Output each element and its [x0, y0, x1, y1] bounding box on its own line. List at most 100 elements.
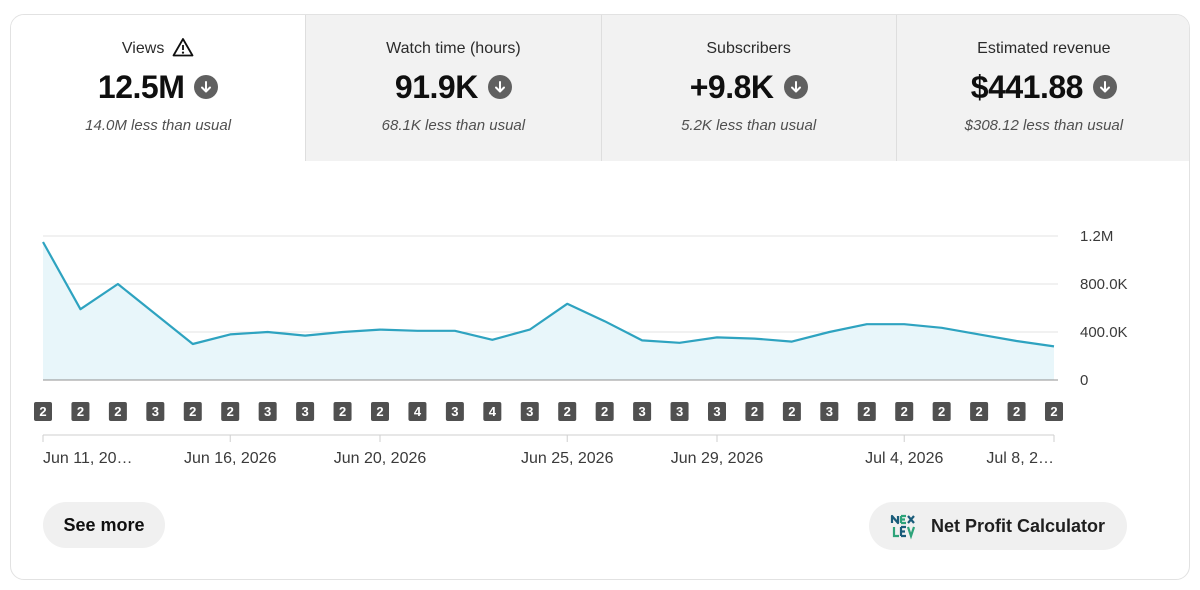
marker-label: 2 [788, 404, 795, 419]
marker-label: 3 [676, 404, 683, 419]
marker-badge [782, 402, 801, 421]
marker-badge [371, 402, 389, 421]
chart-svg: 1.2M 800.0K 400.0K 0 2 2 2 3 2 2 3 3 2 2 4 3 4 3 2 2 3 3 3 2 2 3 2… [34, 228, 1128, 467]
marker-badge [483, 402, 502, 421]
marker-label: 3 [638, 404, 645, 419]
marker-label: 2 [564, 404, 571, 419]
analytics-card: Views 12.5M 14.0M less than usual Watch … [10, 14, 1190, 580]
marker-badge [520, 402, 539, 421]
tab-watch-time[interactable]: Watch time (hours) 91.9K 68.1K less than… [305, 15, 601, 161]
metric-comparison: 14.0M less than usual [85, 117, 232, 134]
marker-badge [258, 402, 277, 421]
metric-label-wrapper: Subscribers [602, 39, 896, 59]
x-tick-label: Jul 4, 2026 [865, 450, 943, 467]
metric-label: Views [121, 40, 165, 57]
arrow-down-circle-icon [487, 75, 512, 99]
x-tick-label: Jun 20, 2026 [334, 450, 427, 467]
marker-label: 3 [301, 404, 308, 419]
tab-estimated-revenue[interactable]: Estimated revenue $441.88 $308.12 less t… [895, 15, 1189, 161]
x-tick-label: Jul 8, 2… [986, 450, 1054, 467]
metric-label: Watch time (hours) [386, 40, 521, 57]
marker-label: 2 [1013, 404, 1020, 419]
arrow-down-circle-icon [783, 75, 808, 99]
metric-label-wrapper: Estimated revenue [897, 39, 1189, 59]
net-profit-calculator-label: Net Profit Calculator [931, 515, 1106, 536]
marker-badge [970, 402, 989, 421]
series-area [43, 242, 1054, 380]
marker-badge [183, 402, 202, 421]
metric-comparison: 68.1K less than usual [381, 117, 526, 134]
marker-label: 2 [189, 404, 196, 419]
metric-value-row: $441.88 [897, 67, 1189, 107]
marker-label: 3 [152, 404, 159, 419]
tab-views[interactable]: Views 12.5M 14.0M less than usual [11, 15, 306, 161]
marker-badge [333, 402, 352, 421]
marker-label: 2 [1050, 404, 1057, 419]
marker-label: 2 [601, 404, 608, 419]
metric-label-wrapper: Views [11, 37, 305, 62]
x-tick-label: Jun 25, 2026 [521, 450, 614, 467]
marker-label: 4 [489, 404, 497, 419]
see-more-button[interactable]: See more [43, 502, 165, 548]
marker-badge [71, 402, 90, 421]
metric-value: 91.9K [394, 68, 478, 105]
marker-badge [34, 402, 52, 421]
marker-badge [857, 402, 876, 421]
metric-value-row: 91.9K [306, 67, 600, 107]
marker-label: 3 [264, 404, 271, 419]
tab-subscribers[interactable]: Subscribers +9.8K 5.2K less than usual [600, 15, 896, 161]
series-line [42, 241, 1055, 348]
x-tick-label: Jun 16, 2026 [184, 450, 277, 467]
y-tick-label: 1.2M [1080, 228, 1113, 245]
marker-label: 2 [114, 404, 121, 419]
marker-badge [820, 402, 839, 421]
y-tick-label: 0 [1080, 372, 1088, 389]
warning-triangle-icon [172, 37, 194, 62]
marker-badge [932, 402, 951, 421]
marker-label: 2 [975, 404, 982, 419]
marker-badge [1007, 402, 1026, 421]
marker-label: 3 [826, 404, 833, 419]
marker-label: 2 [863, 404, 870, 419]
metric-label-wrapper: Watch time (hours) [306, 39, 600, 59]
marker-badge [708, 402, 726, 421]
nexlev-logo-icon [889, 511, 919, 541]
marker-badge [221, 402, 240, 421]
metric-value-row: +9.8K [602, 67, 896, 107]
marker-badge [745, 402, 764, 421]
marker-label: 2 [376, 404, 383, 419]
marker-label: 2 [39, 404, 46, 419]
marker-badge [1045, 402, 1063, 421]
marker-badge [146, 402, 165, 421]
metric-comparison: $308.12 less than usual [964, 117, 1124, 134]
y-tick-label: 400.0K [1080, 324, 1128, 341]
metric-label: Subscribers [706, 40, 791, 57]
marker-label: 2 [751, 404, 758, 419]
x-tick-label: Jun 29, 2026 [671, 450, 764, 467]
metric-value: +9.8K [689, 68, 774, 105]
marker-label: 2 [339, 404, 346, 419]
marker-badge [108, 402, 127, 421]
marker-badge [296, 402, 315, 421]
marker-label: 4 [414, 404, 422, 419]
marker-label: 2 [938, 404, 945, 419]
marker-label: 3 [526, 404, 533, 419]
net-profit-calculator-button[interactable]: Net Profit Calculator [869, 502, 1127, 550]
x-tick-label: Jun 11, 20… [43, 450, 133, 467]
marker-label: 2 [77, 404, 84, 419]
marker-label: 3 [713, 404, 720, 419]
marker-badge [408, 402, 427, 421]
marker-badge [558, 402, 577, 421]
y-tick-label: 800.0K [1080, 276, 1128, 293]
marker-badge [895, 402, 914, 421]
metric-label: Estimated revenue [977, 40, 1111, 57]
views-chart[interactable]: 1.2M 800.0K 400.0K 0 2 2 2 3 2 2 3 3 2 2 4 3 4 3 2 2 3 3 3 2 2 3 2… [11, 205, 1189, 475]
metric-tabs: Views 12.5M 14.0M less than usual Watch … [11, 15, 1189, 161]
marker-badge [595, 402, 614, 421]
marker-label: 2 [227, 404, 234, 419]
marker-badge [633, 402, 652, 421]
marker-label: 3 [451, 404, 458, 419]
arrow-down-circle-icon [1092, 75, 1117, 99]
metric-value: $441.88 [970, 68, 1084, 105]
marker-badge [445, 402, 464, 421]
